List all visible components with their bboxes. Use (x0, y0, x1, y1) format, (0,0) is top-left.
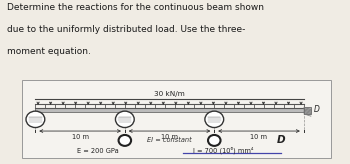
Text: 10 m: 10 m (161, 134, 178, 140)
Text: 10 m: 10 m (251, 134, 267, 140)
Text: EI = constant: EI = constant (147, 137, 192, 143)
Text: E = 200 GPa: E = 200 GPa (77, 148, 119, 154)
FancyBboxPatch shape (22, 80, 330, 158)
Circle shape (26, 111, 45, 128)
Text: D: D (314, 105, 320, 114)
Text: moment equation.: moment equation. (7, 47, 91, 56)
Circle shape (116, 111, 134, 128)
Text: D: D (277, 135, 286, 145)
Text: Determine the reactions for the continuous beam shown: Determine the reactions for the continuo… (7, 3, 264, 12)
Text: due to the uniformly distributed load. Use the three-: due to the uniformly distributed load. U… (7, 25, 245, 34)
Bar (35, 108, 304, 112)
Text: I = 700 (10⁶) mm⁴: I = 700 (10⁶) mm⁴ (193, 147, 253, 154)
Text: 30 kN/m: 30 kN/m (154, 92, 185, 97)
Text: 10 m: 10 m (72, 134, 89, 140)
Bar (304, 107, 311, 114)
Circle shape (205, 111, 224, 128)
Circle shape (119, 135, 131, 146)
Circle shape (208, 135, 220, 146)
